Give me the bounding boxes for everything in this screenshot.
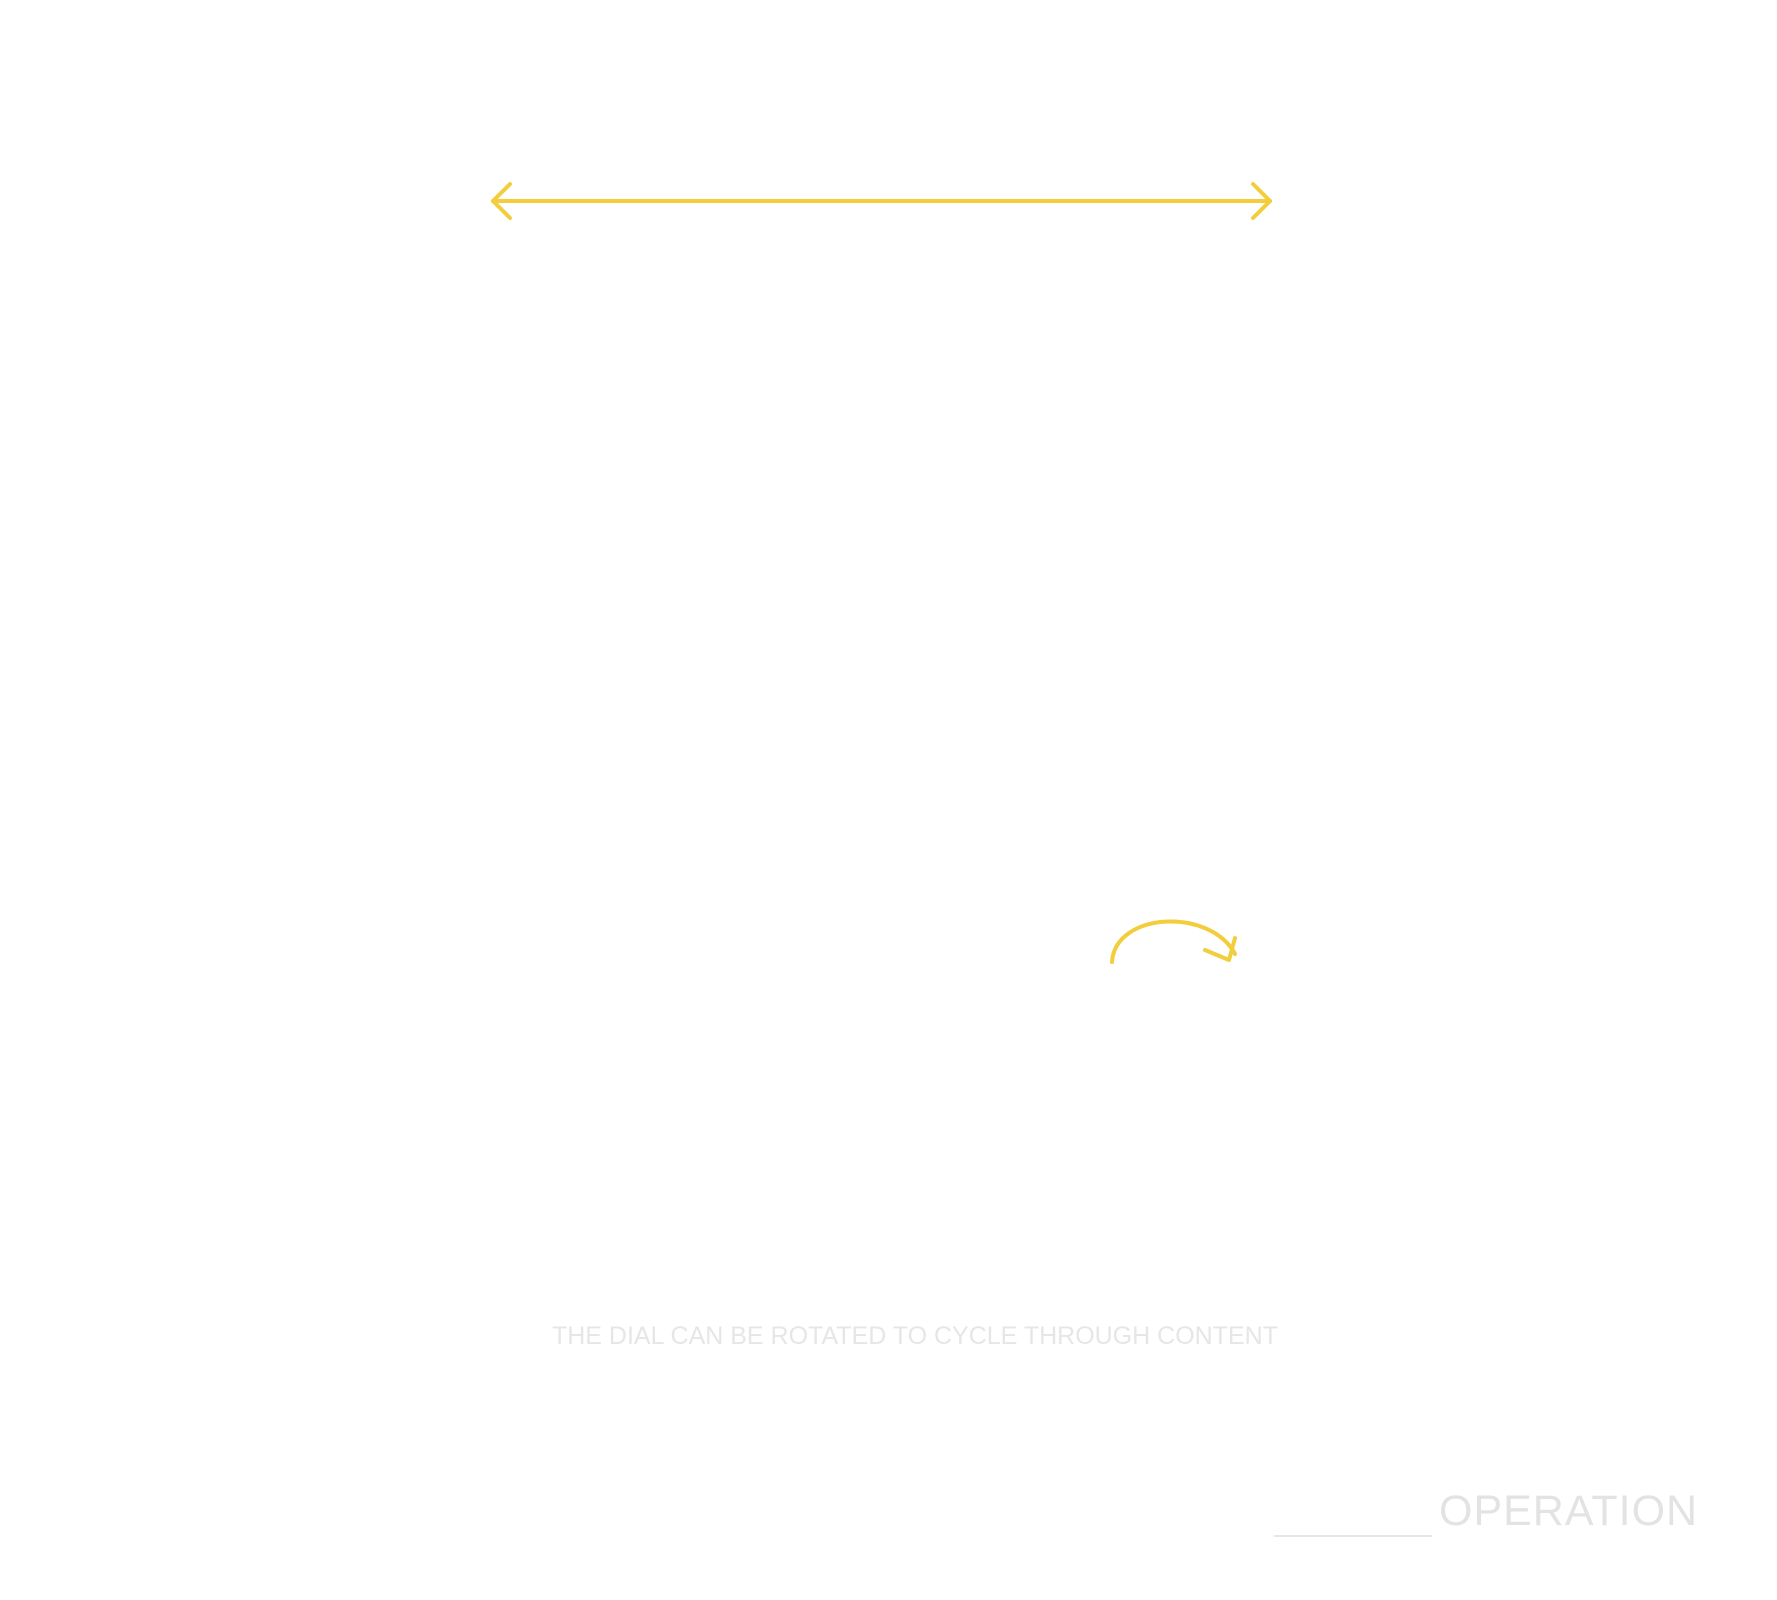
section-divider-line — [1274, 1535, 1432, 1537]
clockwise-rotate-arrow-icon — [1110, 919, 1237, 964]
arrow-head-right — [1251, 182, 1272, 220]
section-label: OPERATION — [1439, 1487, 1699, 1535]
double-headed-horizontal-arrow-icon — [491, 182, 1272, 220]
rotate-arrow-head — [1203, 936, 1237, 962]
arrow-head-left — [491, 182, 512, 220]
diagram-caption: THE DIAL CAN BE ROTATED TO CYCLE THROUGH… — [551, 1322, 1278, 1350]
rotate-arc — [1110, 919, 1237, 964]
